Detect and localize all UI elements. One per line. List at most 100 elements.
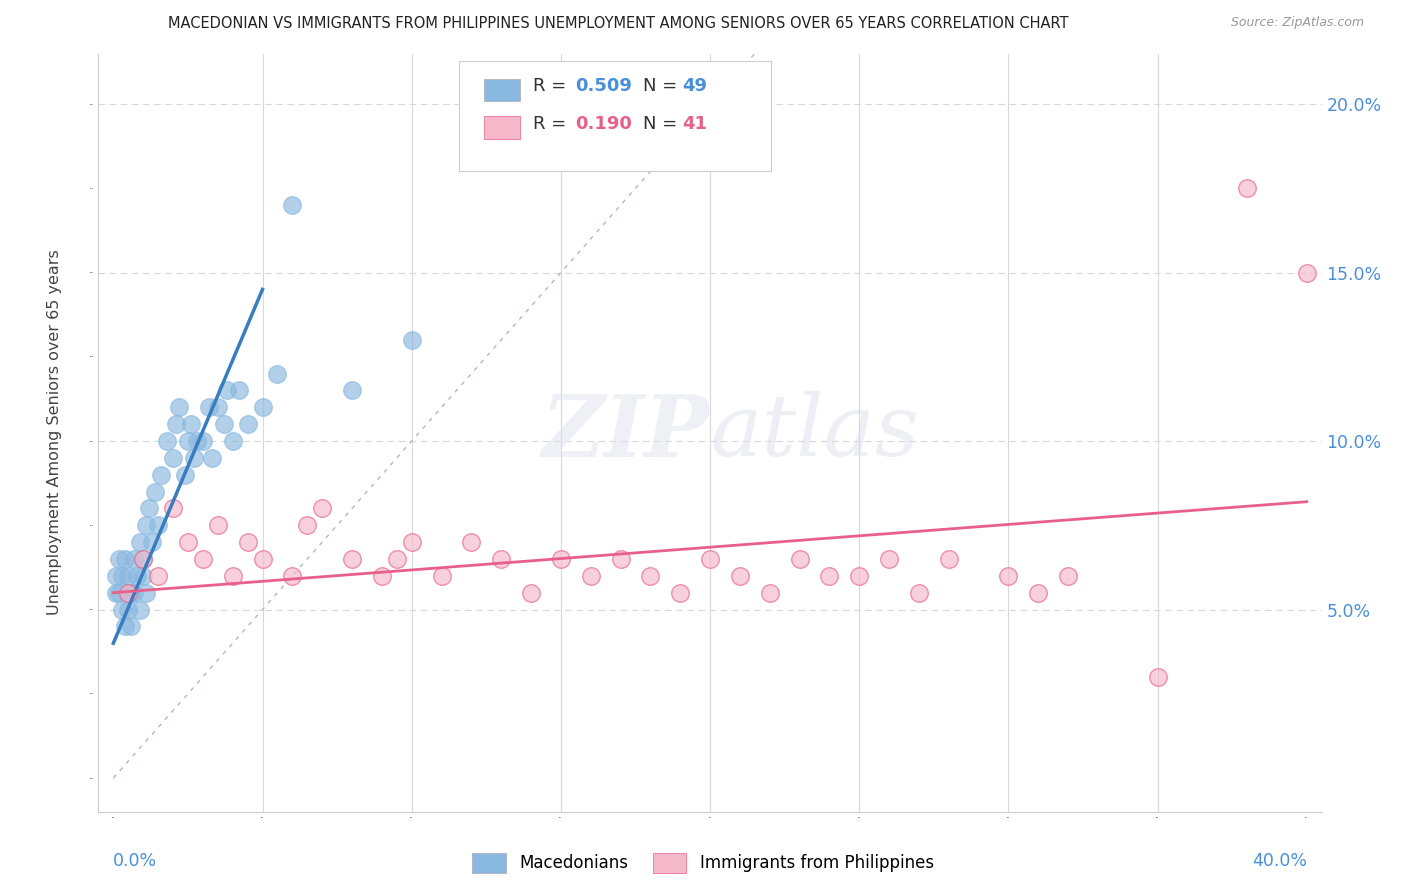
Text: N =: N = <box>643 77 683 95</box>
Point <box>281 569 304 583</box>
Point <box>297 518 319 533</box>
FancyBboxPatch shape <box>484 117 520 139</box>
Point <box>174 467 197 482</box>
Point <box>122 552 145 566</box>
Point <box>489 552 512 566</box>
Text: 0.190: 0.190 <box>575 115 633 133</box>
Point <box>848 569 870 583</box>
Point <box>997 569 1019 583</box>
Legend: Macedonians, Immigrants from Philippines: Macedonians, Immigrants from Philippines <box>465 847 941 880</box>
Point <box>236 417 259 432</box>
Point <box>228 384 250 398</box>
Point <box>579 569 602 583</box>
Point <box>177 535 200 549</box>
Point <box>252 401 274 415</box>
Point <box>167 401 190 415</box>
Point <box>236 535 259 549</box>
Point <box>430 569 453 583</box>
Text: ZIP: ZIP <box>543 391 710 475</box>
Point <box>162 450 184 465</box>
Point <box>156 434 179 448</box>
Point <box>114 619 136 633</box>
Text: MACEDONIAN VS IMMIGRANTS FROM PHILIPPINES UNEMPLOYMENT AMONG SENIORS OVER 65 YEA: MACEDONIAN VS IMMIGRANTS FROM PHILIPPINE… <box>169 16 1069 31</box>
Point <box>120 619 142 633</box>
Text: 0.509: 0.509 <box>575 77 633 95</box>
Point <box>120 585 142 599</box>
Point <box>221 434 243 448</box>
Point <box>460 535 482 549</box>
Point <box>129 535 152 549</box>
Point <box>1026 585 1049 599</box>
Point <box>141 535 163 549</box>
Point <box>183 450 205 465</box>
Text: N =: N = <box>643 115 683 133</box>
FancyBboxPatch shape <box>460 62 772 171</box>
Point <box>177 434 200 448</box>
Point <box>127 569 149 583</box>
Point <box>132 552 155 566</box>
Point <box>111 569 134 583</box>
Point <box>340 552 363 566</box>
Point <box>1057 569 1080 583</box>
Point <box>699 552 721 566</box>
Point <box>111 602 134 616</box>
Point <box>108 552 131 566</box>
Point <box>191 552 214 566</box>
Point <box>401 535 423 549</box>
Text: 41: 41 <box>682 115 707 133</box>
Point <box>117 602 139 616</box>
Point <box>114 552 136 566</box>
Point <box>135 518 157 533</box>
Point <box>198 401 221 415</box>
Point <box>252 552 274 566</box>
Point <box>385 552 408 566</box>
Point <box>728 569 751 583</box>
Point <box>162 501 184 516</box>
Point <box>207 518 229 533</box>
Point <box>609 552 631 566</box>
Point <box>117 569 139 583</box>
Point <box>165 417 187 432</box>
Point <box>132 569 155 583</box>
Point <box>1236 181 1258 195</box>
Point <box>122 585 145 599</box>
Point <box>1146 670 1168 684</box>
Point <box>818 569 841 583</box>
Point <box>186 434 208 448</box>
Point <box>281 198 304 212</box>
Point <box>135 585 157 599</box>
FancyBboxPatch shape <box>484 78 520 102</box>
Point <box>669 585 692 599</box>
Point <box>143 484 166 499</box>
Point <box>340 384 363 398</box>
Text: 40.0%: 40.0% <box>1251 852 1306 871</box>
Point <box>180 417 202 432</box>
Text: Source: ZipAtlas.com: Source: ZipAtlas.com <box>1230 16 1364 29</box>
Point <box>877 552 900 566</box>
Point <box>201 450 224 465</box>
Text: atlas: atlas <box>710 392 920 474</box>
Point <box>520 585 543 599</box>
Point <box>550 552 572 566</box>
Point <box>146 569 169 583</box>
Text: 49: 49 <box>682 77 707 95</box>
Point <box>640 569 662 583</box>
Point <box>401 333 423 347</box>
Point <box>129 602 152 616</box>
Point <box>108 585 131 599</box>
Point <box>146 518 169 533</box>
Point <box>215 384 238 398</box>
Point <box>150 467 173 482</box>
Point <box>191 434 214 448</box>
Point <box>758 585 780 599</box>
Point <box>938 552 960 566</box>
Point <box>789 552 811 566</box>
Point <box>221 569 243 583</box>
Text: R =: R = <box>533 77 572 95</box>
Point <box>117 585 139 599</box>
Point <box>311 501 333 516</box>
Point <box>207 401 229 415</box>
Point <box>138 501 160 516</box>
Y-axis label: Unemployment Among Seniors over 65 years: Unemployment Among Seniors over 65 years <box>46 250 62 615</box>
Point <box>371 569 394 583</box>
